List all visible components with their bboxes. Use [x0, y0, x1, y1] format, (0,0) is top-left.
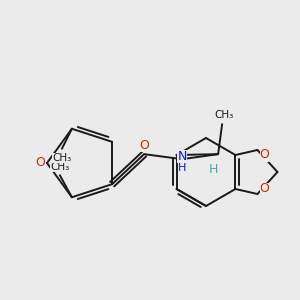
Text: CH₃: CH₃	[50, 162, 70, 172]
Text: O: O	[260, 148, 269, 161]
Text: O: O	[35, 157, 45, 169]
Text: N: N	[177, 150, 187, 163]
Text: CH₃: CH₃	[214, 110, 234, 120]
Text: O: O	[260, 182, 269, 196]
Text: O: O	[139, 139, 149, 152]
Text: H: H	[208, 163, 218, 176]
Text: CH₃: CH₃	[52, 153, 71, 163]
Text: H: H	[178, 163, 186, 173]
